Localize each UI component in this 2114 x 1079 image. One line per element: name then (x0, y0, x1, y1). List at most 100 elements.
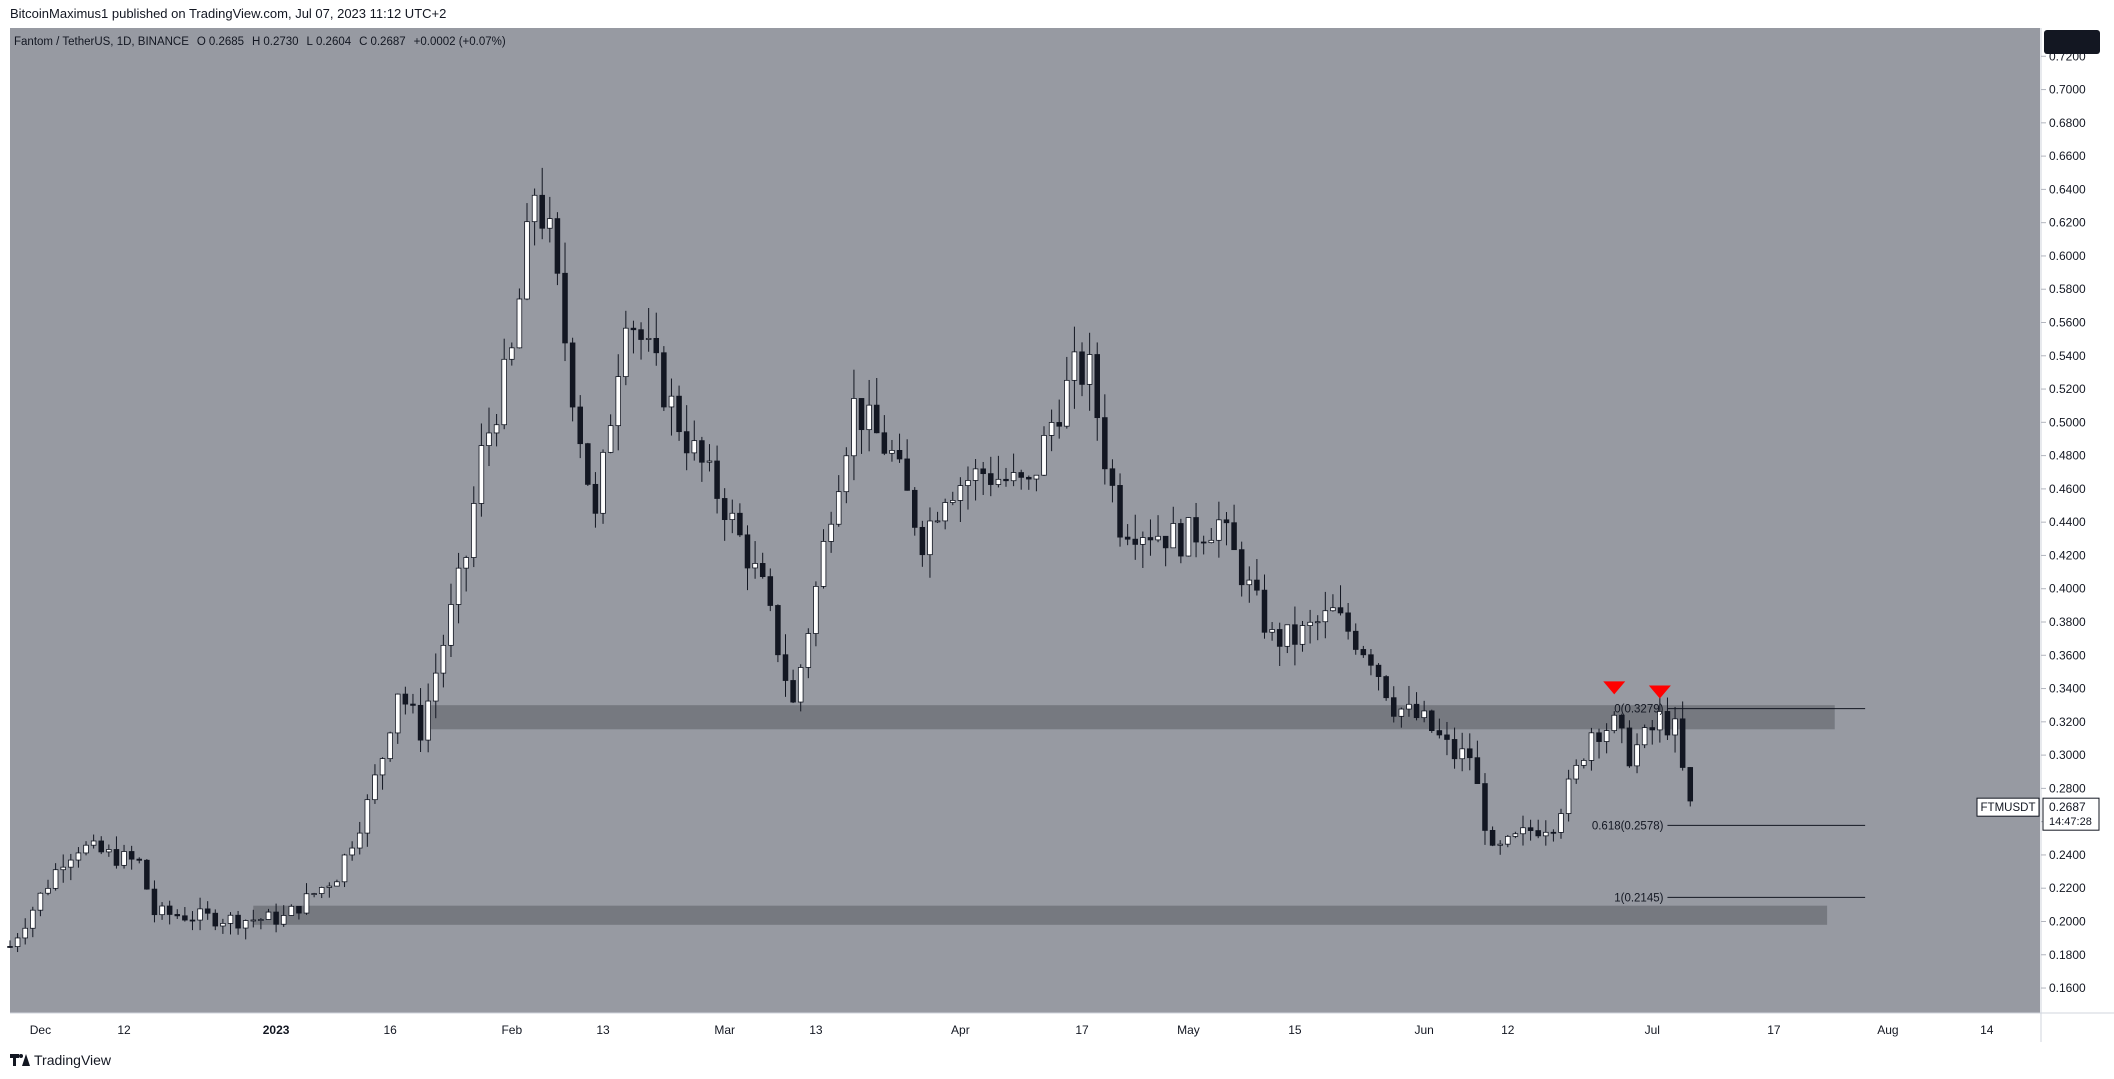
resistance-marker-icon[interactable] (1648, 685, 1671, 699)
candle-body (471, 503, 477, 558)
legend-text: Fantom / TetherUS, 1D, BINANCE O 0.2685 H 0.… (14, 36, 506, 48)
x-tick-label: Aug (1877, 1023, 1898, 1037)
tradingview-logo-icon (10, 1054, 30, 1066)
candle-body (60, 866, 66, 871)
candle-body (250, 919, 257, 922)
candle-body (1520, 827, 1526, 835)
candle-body (52, 869, 59, 889)
x-tick-label: 12 (117, 1023, 131, 1037)
x-tick-label: Feb (501, 1023, 522, 1037)
candle-body (547, 218, 553, 229)
candle-body (1581, 760, 1587, 766)
sr-zone (428, 705, 1835, 730)
candle-body (600, 451, 606, 514)
symbol-tag-text: FTMUSDT (1981, 802, 2036, 814)
candle-body (1322, 610, 1329, 623)
candle-body (1451, 739, 1458, 760)
price-axis[interactable]: 0.16000.18000.20000.22000.24000.26000.28… (2041, 49, 2086, 995)
tradingview-logo[interactable]: TradingView (10, 1052, 111, 1068)
candle-body (577, 406, 583, 445)
candle-body (121, 851, 127, 866)
candle-body (463, 557, 469, 569)
candle-body (1672, 718, 1678, 736)
publisher-text: BitcoinMaximus1 published on TradingView… (10, 6, 447, 21)
candle-body (1102, 417, 1108, 470)
x-tick-label: Jul (1645, 1023, 1660, 1037)
candle-body (387, 732, 393, 760)
last-price-labels: FTMUSDT 0.2687 14:47:28 (1976, 797, 2100, 831)
candle-body (1307, 621, 1313, 626)
candle-body (106, 849, 112, 853)
candle-body (1048, 422, 1055, 436)
candle-body (668, 395, 675, 408)
candle-body (1041, 435, 1047, 476)
candle-body (866, 404, 872, 431)
markers-layer (1603, 681, 1671, 699)
candle-body (151, 888, 158, 916)
candle-body (1147, 537, 1154, 541)
candle-body (1390, 697, 1397, 717)
candle-body (843, 455, 850, 493)
plot-area[interactable] (10, 28, 2040, 1013)
candle-body (554, 218, 561, 274)
candle-body (1482, 783, 1488, 831)
y-tick-label: 0.1800 (2049, 948, 2086, 962)
candle-body (645, 337, 652, 340)
last-price-text: 0.2687 (2049, 800, 2086, 814)
candle-body (14, 937, 21, 947)
time-axis[interactable]: Dec 12 2023 16 Feb 13 Mar 13 Apr 17 May 15 Jun 12 Jul 1… (30, 1023, 1994, 1037)
candle-body (919, 526, 926, 556)
candle-body (1679, 718, 1686, 768)
candle-body (585, 443, 591, 485)
candle-body (1299, 625, 1306, 645)
candle-body (30, 909, 36, 929)
y-tick-label: 0.3000 (2049, 748, 2086, 762)
candle-body (904, 458, 910, 491)
fib-layer: 0(0.3279) 0.618(0.2578) 1(0.2145) (1592, 704, 1866, 904)
footer-bar: TradingView (0, 1044, 2114, 1079)
candle-body (1124, 536, 1131, 540)
legend-low-label: L (307, 36, 314, 48)
candle-body (1398, 708, 1405, 717)
candle-body (303, 893, 310, 914)
resistance-marker-icon[interactable] (1603, 681, 1626, 695)
y-tick-label: 0.4200 (2049, 548, 2086, 562)
candle-body (699, 440, 705, 463)
candle-body (691, 440, 698, 454)
candle-body (1238, 549, 1245, 586)
candle-body (296, 905, 302, 914)
candle-body (128, 851, 135, 860)
price-axis-top-button[interactable] (2044, 30, 2100, 54)
candle-body (410, 703, 416, 706)
candle-body (136, 858, 143, 861)
legend-pair: Fantom / TetherUS, 1D, BINANCE (14, 36, 189, 48)
x-tick-label: 17 (1767, 1023, 1781, 1037)
candle-body (630, 327, 637, 331)
candle-body (394, 693, 401, 734)
symbol-tag (1976, 797, 2040, 817)
candle-body (759, 563, 766, 578)
candle-body (493, 424, 500, 434)
candle-body (334, 881, 340, 887)
y-tick-label: 0.5400 (2049, 349, 2086, 363)
candle-body (265, 911, 272, 920)
x-tick-label: 15 (1288, 1023, 1302, 1037)
candle-body (486, 432, 492, 447)
y-tick-label: 0.6200 (2049, 216, 2086, 230)
candle-body (311, 893, 317, 895)
y-tick-label: 0.6600 (2049, 149, 2086, 163)
publisher-bar: BitcoinMaximus1 published on TradingView… (0, 0, 2114, 28)
fib-level-label: 0(0.3279) (1614, 704, 1663, 716)
candle-body (1178, 523, 1184, 557)
candle-body (980, 468, 986, 475)
candle-body (1337, 607, 1344, 614)
candle-body (501, 358, 507, 426)
candle-body (440, 644, 447, 674)
y-tick-label: 0.5200 (2049, 382, 2086, 396)
candle-body (166, 905, 173, 915)
candle-body (349, 847, 355, 856)
candle-body (737, 512, 743, 536)
countdown-text: 14:47:28 (2049, 816, 2092, 828)
candle-body (75, 852, 82, 861)
